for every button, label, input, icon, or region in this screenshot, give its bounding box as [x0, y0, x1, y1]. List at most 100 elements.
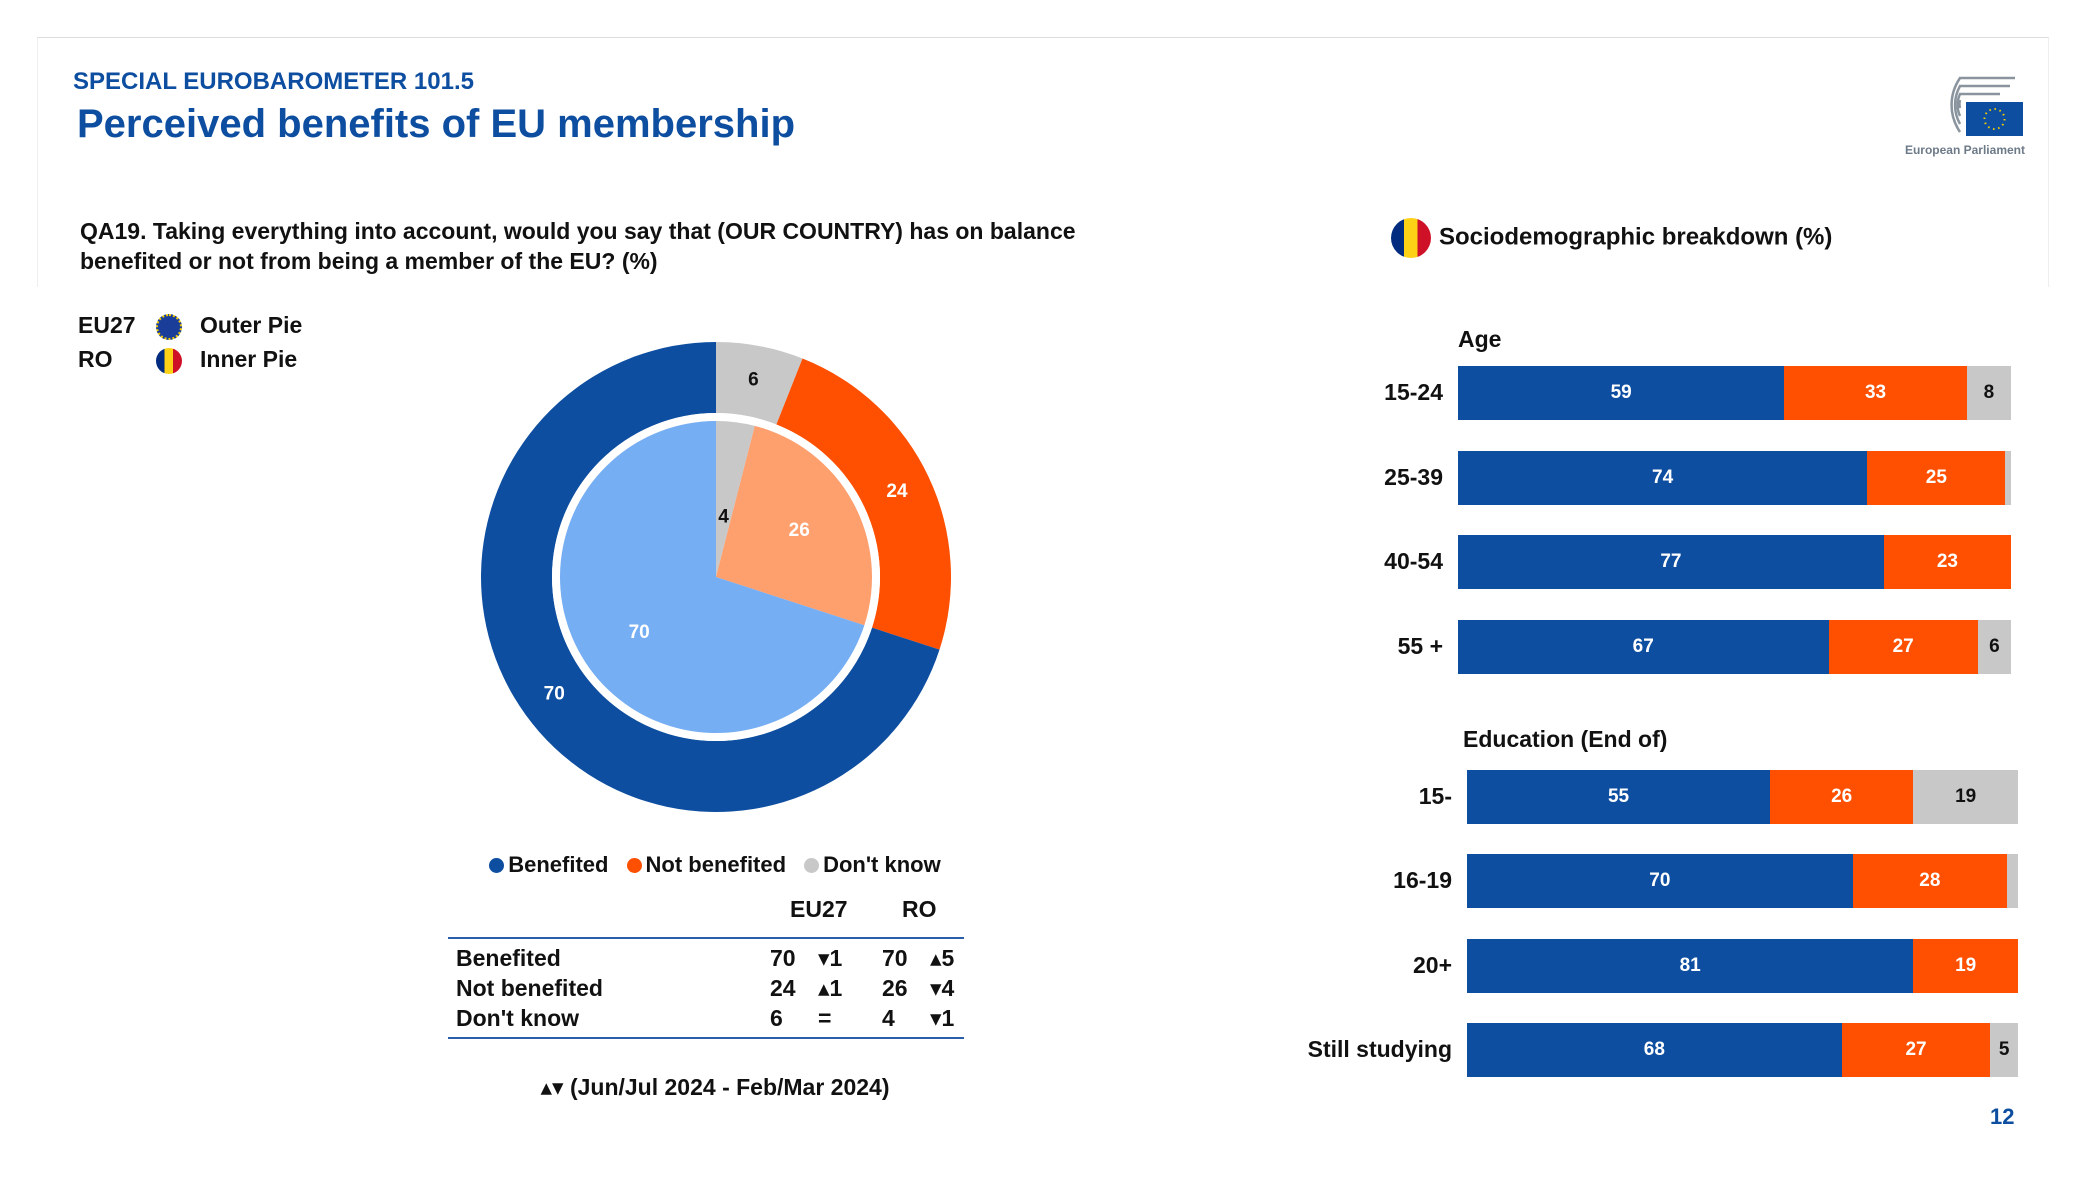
bar-segment-not-benefited: 23: [1883, 535, 2011, 589]
report-subtitle: SPECIAL EUROBAROMETER 101.5: [73, 68, 474, 95]
bar-segment-benefited: 67: [1458, 620, 1829, 674]
outer-slice-not-benefited: [776, 358, 951, 650]
bar-category-label: 15-: [1418, 783, 1452, 809]
stacked-bar: 77 23: [1458, 535, 2011, 589]
table-row: Benefited 70 ▾1 70 ▴5: [448, 945, 964, 975]
inner-slice-don-t-know: [716, 421, 755, 577]
bar-segment-benefited: 74: [1458, 451, 1868, 505]
outer-slice-don-t-know: [716, 342, 803, 425]
eu27-change: ▴1: [818, 975, 843, 1001]
bar-category-label: 25-39: [1384, 464, 1443, 490]
ro-value: 70: [882, 945, 908, 971]
stacked-bar: 74 25: [1458, 451, 2011, 505]
inner-pie-label: Inner Pie: [200, 346, 298, 372]
ro-value: 26: [882, 975, 908, 1001]
bar-segment-not-benefited: 27: [1841, 1023, 1991, 1077]
row-label: Benefited: [456, 945, 561, 971]
outer-data-label: 70: [544, 684, 565, 705]
inner-slice-not-benefited: [716, 425, 872, 626]
bar-segment-don-t-know: [2005, 451, 2011, 505]
education-group-title: Education (End of): [1463, 726, 1668, 752]
eu27-change: =: [818, 1005, 832, 1031]
bar-segment-not-benefited: 19: [1913, 939, 2018, 993]
bar-segment-don-t-know: 6: [1977, 620, 2011, 674]
stacked-bar: 68 27 5: [1467, 1023, 2018, 1077]
chart-legend: Benefited Not benefited Don't know: [480, 852, 950, 878]
bar-category-label: 55 +: [1397, 633, 1443, 659]
eu-flag-icon: [156, 313, 182, 340]
european-parliament-logo: European Parliament: [1900, 74, 2025, 157]
bar-category-label: 20+: [1412, 952, 1452, 978]
legend-label: Not benefited: [645, 852, 787, 877]
inner-data-label: 70: [629, 622, 650, 643]
bar-segment-benefited: 59: [1458, 366, 1785, 420]
legend-dont-know: Don't know: [804, 852, 941, 878]
eu27-value: 70: [770, 945, 796, 971]
bar-segment-don-t-know: 5: [1990, 1023, 2018, 1077]
legend-eu27: EU27 Outer Pie: [78, 312, 302, 340]
breakdown-title: Sociodemographic breakdown (%): [1439, 223, 1833, 251]
inner-data-label: 4: [718, 506, 729, 527]
col-header-eu27: EU27: [790, 896, 848, 922]
stacked-bar: 59 33 8: [1458, 366, 2011, 420]
legend-ro: RO Inner Pie: [78, 346, 297, 374]
stacked-bar: 67 27 6: [1458, 620, 2011, 674]
bar-segment-benefited: 70: [1467, 854, 1853, 908]
bar-category-label: 15-24: [1384, 379, 1443, 405]
eu27-value: 24: [770, 975, 796, 1001]
logo-text: European Parliament: [1904, 143, 2025, 157]
outer-data-label: 24: [886, 481, 908, 502]
table-row: Don't know 6 = 4 ▾1: [448, 1005, 964, 1035]
outer-pie-label: Outer Pie: [200, 312, 303, 338]
romania-flag-icon: [156, 347, 182, 374]
outer-data-label: 6: [748, 370, 759, 391]
stacked-bar: 81 19: [1467, 939, 2018, 993]
row-label: Don't know: [456, 1005, 580, 1031]
bar-segment-not-benefited: 25: [1867, 451, 2006, 505]
ro-change: ▴5: [930, 945, 955, 971]
legend-not-benefited: Not benefited: [626, 852, 787, 878]
breakdown-heading: Sociodemographic breakdown (%): [1391, 218, 1832, 258]
ro-change: ▾4: [930, 975, 955, 1001]
bar-segment-benefited: 55: [1467, 770, 1771, 824]
page-title: Perceived benefits of EU membership: [77, 102, 796, 146]
eu27-code: EU27: [78, 312, 136, 338]
bar-segment-not-benefited: 28: [1852, 854, 2007, 908]
col-header-ro: RO: [902, 896, 937, 922]
stacked-bar: 55 26 19: [1467, 770, 2018, 824]
header-frame: [37, 37, 2049, 287]
blue-dot-icon: [489, 858, 505, 873]
results-table: EU27 RO Benefited 70 ▾1 70 ▴5 Not benefited 24…: [448, 892, 964, 1039]
inner-data-label: 26: [789, 520, 810, 541]
table-row: Not benefited 24 ▴1 26 ▾4: [448, 975, 964, 1005]
bar-segment-benefited: 77: [1458, 535, 1884, 589]
legend-benefited: Benefited: [489, 852, 609, 878]
bar-segment-not-benefited: 33: [1784, 366, 1967, 420]
bar-segment-benefited: 68: [1467, 1023, 1842, 1077]
donut-pie-chart: 6 24 70 4 26 70: [481, 342, 951, 812]
bar-segment-don-t-know: [2006, 854, 2018, 908]
romania-flag-icon: [1391, 218, 1431, 258]
bar-category-label: Still studying: [1307, 1036, 1452, 1062]
bar-segment-benefited: 81: [1467, 939, 1914, 993]
orange-dot-icon: [626, 858, 642, 873]
eu27-change: ▾1: [818, 945, 843, 971]
legend-label: Don't know: [823, 852, 941, 877]
trend-footnote: ▴▾ (Jun/Jul 2024 - Feb/Mar 2024): [540, 1074, 890, 1100]
grey-dot-icon: [804, 858, 820, 873]
eu27-value: 6: [770, 1005, 783, 1031]
outer-slice-benefited: [481, 342, 940, 812]
ro-change: ▾1: [930, 1005, 955, 1031]
bar-segment-don-t-know: 8: [1966, 366, 2011, 420]
stacked-bar: 70 28: [1467, 854, 2018, 908]
question-text: QA19. Taking everything into account, wo…: [80, 218, 1076, 274]
age-group-title: Age: [1458, 326, 1502, 352]
row-label: Not benefited: [456, 975, 603, 1001]
bar-segment-don-t-know: 19: [1913, 770, 2018, 824]
page-number: 12: [1990, 1104, 2015, 1129]
legend-label: Benefited: [508, 852, 609, 877]
bar-segment-not-benefited: 27: [1828, 620, 1978, 674]
bar-category-label: 16-19: [1393, 867, 1452, 893]
ro-code: RO: [78, 346, 113, 372]
ro-value: 4: [882, 1005, 895, 1031]
